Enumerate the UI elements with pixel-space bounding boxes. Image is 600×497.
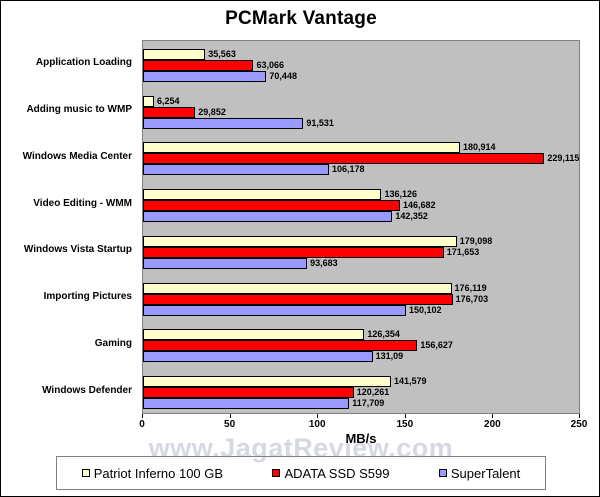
bar-value-label: 91,531 [306, 117, 334, 128]
legend-item[interactable]: ADATA SSD S599 [272, 466, 389, 481]
bar-value-label: 146,682 [402, 200, 436, 211]
bar-group: 176,119 176,703 150,102 [143, 282, 579, 316]
bar-value-label: 29,852 [198, 106, 226, 117]
bar-value-label: 117,709 [352, 398, 385, 409]
bar [143, 351, 373, 363]
legend-swatch-icon [81, 469, 90, 477]
bar-value-label: 142,352 [395, 211, 428, 222]
bar [143, 304, 406, 316]
bar [143, 142, 460, 154]
value-axis: 0 50 100 150 200 250 [139, 414, 587, 436]
category-label: Video Editing - WMM [33, 197, 132, 209]
axis-tick [317, 414, 319, 418]
bar-value-label: 176,703 [455, 293, 489, 304]
legend-label: ADATA SSD S599 [284, 465, 390, 481]
bar [143, 106, 196, 118]
legend-label: SuperTalent [450, 465, 521, 481]
bar-value-label: 120,261 [356, 387, 390, 398]
axis-tick [142, 414, 143, 418]
category-label: Importing Pictures [43, 291, 132, 303]
axis-tick-label: 0 [139, 419, 145, 430]
chart-title: PCMark Vantage [225, 8, 377, 29]
axis-tick [492, 414, 494, 418]
axis-tick [579, 414, 580, 418]
axis-tick-label: 250 [570, 419, 588, 430]
bar [143, 117, 304, 129]
bar-group: 179,098 171,653 93,683 [143, 235, 579, 269]
bar [143, 70, 267, 82]
category-label: Windows Defender [42, 384, 132, 396]
legend-item[interactable]: Patriot Inferno 100 GB [81, 465, 224, 481]
bar-value-label: 126,354 [367, 329, 400, 340]
bars-container: 35,563 63,066 70,448 6,254 29,852 91,531 180,9… [143, 41, 579, 413]
bar-value-label: 106,178 [332, 164, 365, 175]
bar-value-label: 131,09 [375, 351, 404, 362]
bar [143, 376, 392, 388]
bar-value-label: 180,914 [462, 142, 496, 153]
bar-value-label: 171,653 [446, 246, 480, 257]
chart-legend: Patriot Inferno 100 GB ADATA SSD S599 Supe… [56, 456, 546, 490]
bar-group: 6,254 29,852 91,531 [143, 95, 579, 129]
bar [143, 257, 308, 269]
axis-tick [404, 414, 406, 418]
legend-swatch-icon [438, 469, 447, 477]
legend-label: Patriot Inferno 100 GB [93, 465, 224, 481]
category-axis-labels: Application Loading Adding music to WMP Wi… [1, 40, 138, 414]
bar [143, 200, 400, 212]
bar [143, 189, 382, 201]
bar [143, 153, 545, 165]
axis-tick-label: 50 [224, 419, 236, 430]
category-label: Windows Vista Startup [23, 244, 132, 256]
bar-group: 136,126 146,682 142,352 [143, 189, 579, 223]
bar [143, 235, 457, 247]
axis-tick [229, 414, 231, 418]
category-label: Windows Media Center [22, 150, 132, 162]
bar-value-label: 93,683 [310, 257, 338, 268]
axis-tick-label: 100 [308, 419, 326, 430]
bar [143, 211, 393, 223]
legend-swatch-icon [272, 469, 281, 477]
bar-value-label: 63,066 [256, 59, 285, 70]
bar-group: 180,914 229,115 106,178 [143, 142, 580, 176]
bar [143, 59, 254, 71]
category-label: Application Loading [35, 57, 132, 69]
x-axis-title: MB/s [345, 431, 377, 446]
bar-value-label: 176,119 [454, 282, 487, 293]
bar [143, 340, 418, 352]
plot-area: 35,563 63,066 70,448 6,254 29,852 91,531 180,9… [142, 40, 580, 414]
bar [143, 246, 444, 258]
bar [143, 329, 365, 341]
bar-group: 141,579 120,261 117,709 [143, 376, 579, 410]
bar [143, 387, 354, 399]
bar [143, 95, 154, 107]
bar-value-label: 150,102 [408, 304, 442, 315]
axis-tick-label: 200 [484, 419, 501, 430]
bar-value-label: 136,126 [384, 189, 418, 200]
bar-group: 126,354 156,627 131,09 [143, 329, 579, 363]
bar [143, 282, 452, 294]
bar-value-label: 179,098 [459, 235, 493, 246]
bar-value-label: 141,579 [394, 376, 427, 387]
category-label: Gaming [94, 337, 132, 349]
bar-value-label: 229,115 [547, 153, 580, 164]
legend-item[interactable]: SuperTalent [438, 465, 521, 481]
bar [143, 164, 330, 176]
axis-tick-label: 150 [396, 419, 414, 430]
bar-value-label: 156,627 [420, 340, 453, 351]
bar-value-label: 70,448 [269, 70, 297, 81]
bar-value-label: 35,563 [208, 48, 236, 59]
bar-value-label: 6,254 [156, 95, 180, 106]
bar-group: 35,563 63,066 70,448 [143, 48, 579, 82]
bar [143, 48, 206, 60]
bar [143, 293, 453, 305]
category-label: Adding music to WMP [26, 104, 132, 116]
bar [143, 398, 350, 410]
